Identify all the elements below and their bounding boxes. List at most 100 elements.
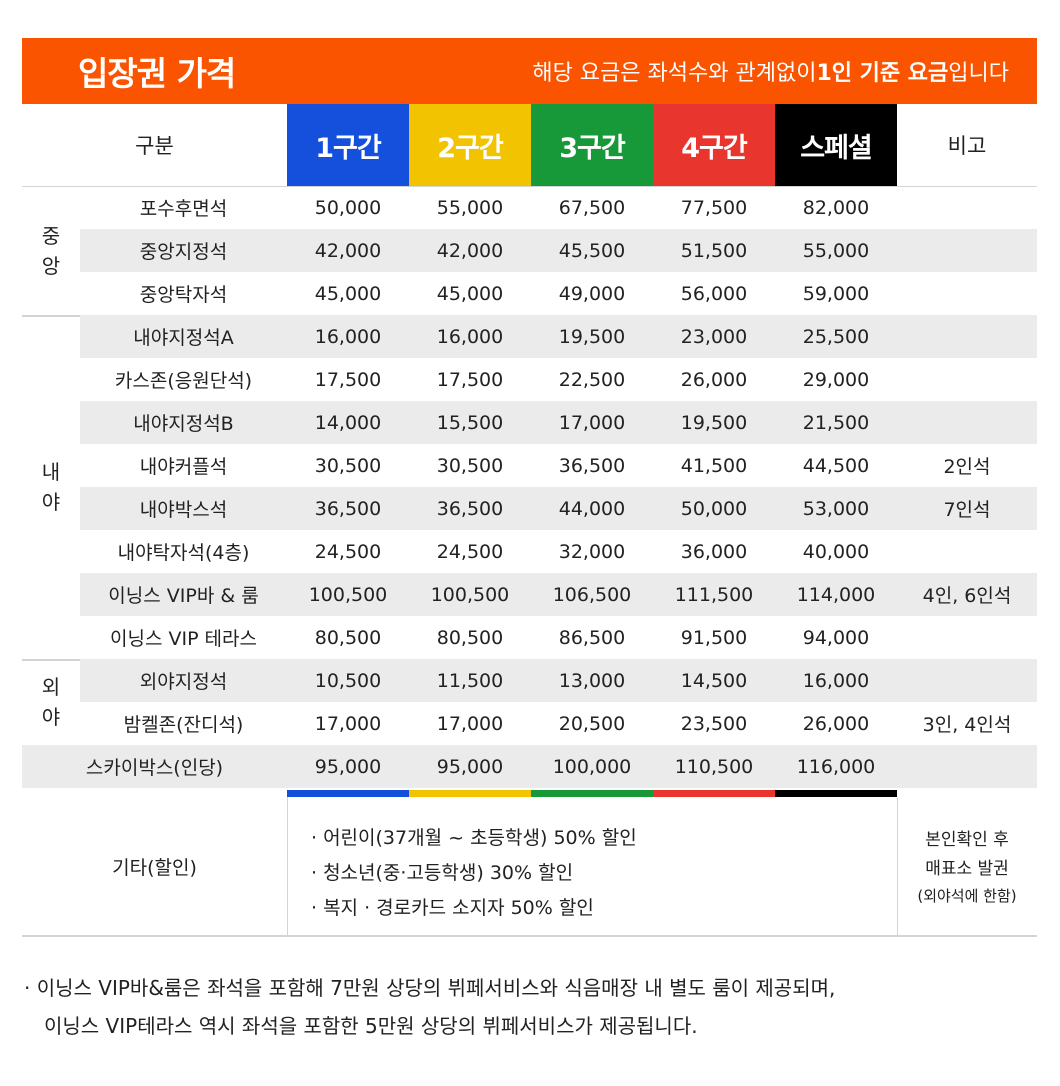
price: 19,500 xyxy=(558,325,626,348)
price: 42,000 xyxy=(436,239,504,262)
row-background xyxy=(80,229,1037,272)
price: 11,500 xyxy=(436,669,504,692)
seat-name: 이닝스 VIP 테라스 xyxy=(109,628,258,650)
group-label: 중앙 xyxy=(41,223,61,278)
price: 55,000 xyxy=(436,196,504,219)
price: 13,000 xyxy=(558,669,626,692)
zone-header: 4구간 xyxy=(653,104,775,186)
row-background xyxy=(80,487,1037,530)
price: 17,500 xyxy=(314,368,382,391)
price: 30,500 xyxy=(314,454,382,477)
price: 26,000 xyxy=(802,712,870,735)
seat-name: 내야지정석B xyxy=(133,413,234,435)
price: 21,500 xyxy=(802,411,870,434)
zone-header: 1구간 xyxy=(287,104,409,186)
price: 22,500 xyxy=(558,368,626,391)
subtitle: 해당 요금은 좌석수와 관계없이 1인 기준 요금 입니다 xyxy=(532,38,1009,104)
price: 44,000 xyxy=(558,497,626,520)
discount-label: 기타(할인) xyxy=(112,856,197,879)
separator xyxy=(22,186,1037,187)
divider xyxy=(897,797,898,935)
group-label: 외야 xyxy=(41,675,61,729)
price: 45,000 xyxy=(436,282,504,305)
price: 24,500 xyxy=(436,540,504,563)
note: 3인, 4인석 xyxy=(922,714,1012,736)
price: 77,500 xyxy=(680,196,748,219)
seat-name: 외야지정석 xyxy=(139,671,228,693)
price: 19,500 xyxy=(680,411,748,434)
subtitle-text: 해당 요금은 좌석수와 관계없이 xyxy=(532,61,817,86)
price: 51,500 xyxy=(680,239,748,262)
seat-name: 내야박스석 xyxy=(139,499,228,521)
zone-strip xyxy=(409,790,531,797)
seat-name: 중앙탁자석 xyxy=(139,284,228,306)
price: 10,500 xyxy=(314,669,382,692)
price: 20,500 xyxy=(558,712,626,735)
price: 23,000 xyxy=(680,325,748,348)
seat-name: 포수후면석 xyxy=(139,198,228,220)
title: 입장권 가격 xyxy=(78,54,236,93)
note: 4인, 6인석 xyxy=(922,585,1012,607)
price: 15,500 xyxy=(436,411,504,434)
seat-name: 내야탁자석(4층) xyxy=(117,542,250,564)
zone-header: 2구간 xyxy=(409,104,531,186)
price: 17,500 xyxy=(436,368,504,391)
price: 36,000 xyxy=(680,540,748,563)
price: 23,500 xyxy=(680,712,748,735)
row-background xyxy=(80,659,1037,702)
price: 80,500 xyxy=(314,626,382,649)
column-header: 구분 xyxy=(135,134,174,158)
row-background xyxy=(22,745,1037,788)
discount-item: · 청소년(중·고등학생) 30% 할인 xyxy=(311,861,574,884)
seat-name: 밤켈존(잔디석) xyxy=(123,714,244,736)
price: 16,000 xyxy=(802,669,870,692)
discount-note: 매표소 발권 xyxy=(925,858,1009,879)
zone-strip xyxy=(775,790,897,797)
price: 32,000 xyxy=(558,540,626,563)
price: 95,000 xyxy=(436,755,504,778)
footnote: · 이닝스 VIP바&룸은 좌석을 포함해 7만원 상당의 뷔페서비스와 식음매… xyxy=(24,975,836,1000)
price: 67,500 xyxy=(558,196,626,219)
price: 36,500 xyxy=(314,497,382,520)
price: 100,500 xyxy=(430,583,510,606)
price: 106,500 xyxy=(552,583,632,606)
price: 86,500 xyxy=(558,626,626,649)
discount-item: · 어린이(37개월 ~ 초등학생) 50% 할인 xyxy=(311,826,637,849)
price: 45,000 xyxy=(314,282,382,305)
header-bar: 입장권 가격 해당 요금은 좌석수와 관계없이 1인 기준 요금 입니다 xyxy=(22,38,1037,104)
price: 44,500 xyxy=(802,454,870,477)
price: 94,000 xyxy=(802,626,870,649)
subtitle-text: 입니다 xyxy=(948,61,1009,86)
price: 14,500 xyxy=(680,669,748,692)
seat-name: 내야커플석 xyxy=(139,456,228,478)
price: 116,000 xyxy=(796,755,876,778)
price: 25,500 xyxy=(802,325,870,348)
separator xyxy=(22,935,1037,937)
price: 45,500 xyxy=(558,239,626,262)
price: 80,500 xyxy=(436,626,504,649)
price: 59,000 xyxy=(802,282,870,305)
group-label: 내야 xyxy=(41,460,61,514)
price: 50,000 xyxy=(314,196,382,219)
price: 17,000 xyxy=(558,411,626,434)
price: 100,500 xyxy=(308,583,388,606)
price: 91,500 xyxy=(680,626,748,649)
price: 110,500 xyxy=(674,755,754,778)
price: 95,000 xyxy=(314,755,382,778)
price: 50,000 xyxy=(680,497,748,520)
discount-note: (외야석에 한함) xyxy=(917,886,1017,905)
note: 7인석 xyxy=(943,499,991,521)
seat-name: 중앙지정석 xyxy=(139,241,228,263)
seat-name: 카스존(응원단석) xyxy=(114,370,253,392)
price: 41,500 xyxy=(680,454,748,477)
zone-strip xyxy=(287,790,409,797)
zone-strip xyxy=(653,790,775,797)
price: 26,000 xyxy=(680,368,748,391)
row-background xyxy=(80,573,1037,616)
seat-name: 내야지정석A xyxy=(133,327,234,349)
price: 114,000 xyxy=(796,583,876,606)
price: 111,500 xyxy=(674,583,754,606)
subtitle-emphasis: 1인 기준 요금 xyxy=(816,61,949,86)
zone-header: 스페셜 xyxy=(775,104,897,186)
